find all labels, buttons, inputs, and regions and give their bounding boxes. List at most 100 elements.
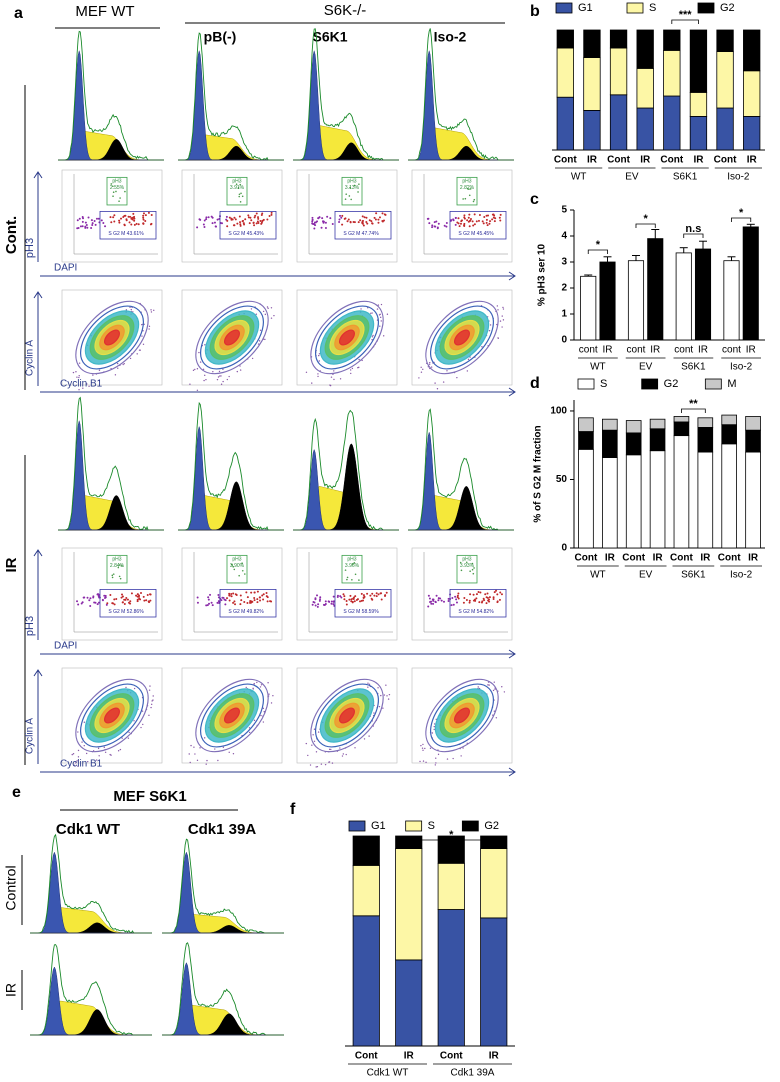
scatter-dot xyxy=(467,216,470,219)
contour-dot xyxy=(192,369,195,372)
scatter-dot xyxy=(216,601,219,604)
scatter-dot xyxy=(241,195,244,198)
scatter-dot xyxy=(232,601,235,604)
scatter-dot xyxy=(247,216,250,219)
y-tick-label: 5 xyxy=(561,205,567,216)
scatter-dot xyxy=(118,575,121,578)
bar xyxy=(649,428,666,452)
scatter-dot xyxy=(477,219,480,222)
bar xyxy=(437,862,465,910)
arrow-head xyxy=(33,171,43,179)
gate-label: pH3 xyxy=(112,178,121,184)
contour-dot xyxy=(78,375,80,377)
scatter-dot xyxy=(377,221,380,224)
scatter-dot xyxy=(256,598,259,601)
contour-dot xyxy=(194,753,196,755)
contour-dot xyxy=(380,303,383,306)
contour-dot xyxy=(431,732,434,734)
scatter-dot xyxy=(468,219,471,222)
scatter-dot xyxy=(213,221,216,224)
histogram-fit xyxy=(177,32,285,161)
bar xyxy=(673,435,690,549)
scatter-dot xyxy=(91,222,94,225)
scatter-dot xyxy=(256,601,259,604)
scatter-dot xyxy=(450,604,453,607)
scatter-dot xyxy=(353,562,356,564)
scatter-dot xyxy=(493,591,496,594)
contour-dot xyxy=(141,710,144,712)
scatter-dot xyxy=(459,222,462,225)
contour-dot xyxy=(422,749,424,752)
contour-dot xyxy=(82,387,84,389)
contour-dot xyxy=(117,367,119,369)
contour-group xyxy=(75,678,149,753)
histogram-fit xyxy=(407,28,515,161)
contour-level xyxy=(195,678,269,753)
scatter-dot xyxy=(488,600,491,603)
scatter-dot xyxy=(492,598,495,601)
scatter-dot xyxy=(341,214,344,217)
contour-dot xyxy=(497,337,500,340)
scatter-dot xyxy=(316,594,319,597)
significance-label: * xyxy=(596,239,601,251)
bar xyxy=(578,417,594,432)
scatter-dot xyxy=(206,604,209,607)
group-label: Iso-2 xyxy=(727,172,750,183)
scatter-dot xyxy=(344,217,347,220)
contour-dot xyxy=(121,737,123,739)
histogram-fit xyxy=(292,28,400,161)
row-label: Cont. xyxy=(3,216,20,254)
contour-dot xyxy=(318,354,320,357)
scatter-dot xyxy=(428,597,431,600)
bar xyxy=(745,429,761,453)
contour-dot xyxy=(148,714,150,717)
contour-dot xyxy=(360,308,362,310)
contour-dot xyxy=(460,755,462,757)
scatter-dot xyxy=(238,195,241,198)
scatter-dot xyxy=(357,191,359,193)
scatter-dot xyxy=(143,599,146,602)
contour-dot xyxy=(228,375,230,378)
histogram-fit xyxy=(29,833,152,934)
scatter-dot xyxy=(482,222,485,225)
contour-dot xyxy=(333,378,335,381)
bar xyxy=(556,96,574,151)
scatter-dot xyxy=(431,224,434,227)
contour-dot xyxy=(248,731,251,734)
gate-label: S G2 M 45.45% xyxy=(458,231,494,237)
contour-level xyxy=(453,329,471,346)
scatter-dot xyxy=(142,214,145,217)
bar xyxy=(352,835,380,866)
contour-dot xyxy=(77,756,80,758)
legend-label: S xyxy=(428,820,435,832)
significance-bracket xyxy=(408,839,495,844)
contour-group xyxy=(425,678,499,753)
contour-level xyxy=(310,678,384,753)
scatter-dot xyxy=(129,600,132,603)
significance-label: * xyxy=(739,207,744,219)
scatter-dot xyxy=(339,595,342,598)
contour-dot xyxy=(311,744,313,746)
scatter-dot xyxy=(447,597,450,600)
y-tick-label: 50 xyxy=(556,474,568,485)
scatter-dot xyxy=(144,214,147,217)
contour-dot xyxy=(196,759,199,762)
scatter-dot xyxy=(375,592,378,595)
scatter-dot xyxy=(486,592,489,595)
bar xyxy=(580,275,597,341)
y-axis-label: % pH3 ser 10 xyxy=(537,243,548,306)
scatter-dot xyxy=(324,600,327,603)
scatter-dot xyxy=(115,190,117,193)
contour-dot xyxy=(372,334,374,337)
scatter-dot xyxy=(454,216,457,219)
gate-label: 2.55% xyxy=(110,185,125,191)
scatter-dot xyxy=(368,219,371,222)
scatter-dot xyxy=(359,219,362,222)
contour-dot xyxy=(420,366,422,369)
bar xyxy=(602,457,618,549)
scatter-dot xyxy=(110,221,113,224)
bar xyxy=(647,238,664,341)
gate-label: pH3 xyxy=(112,556,121,562)
column-header: MEF WT xyxy=(75,3,134,20)
scatter-dot xyxy=(472,593,475,596)
